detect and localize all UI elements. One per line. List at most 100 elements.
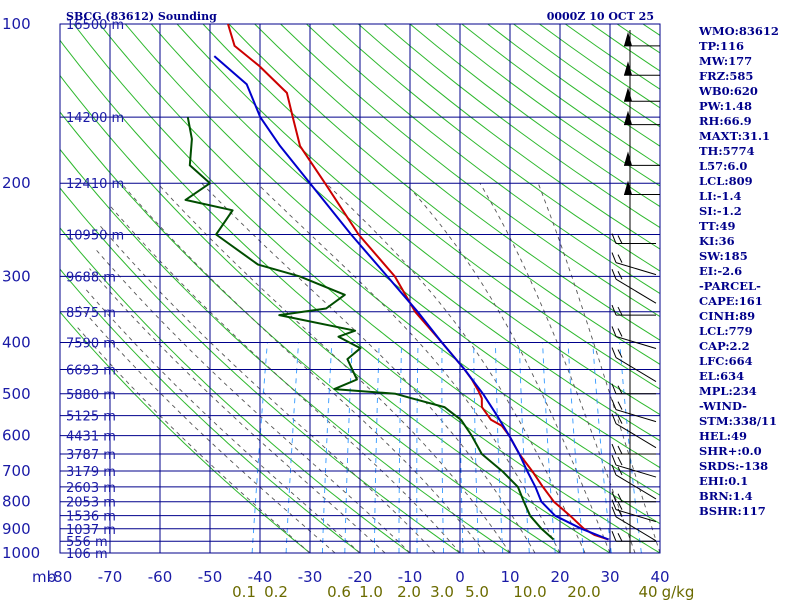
dry-adiabat	[306, 24, 660, 295]
index-value: SRDS:-138	[699, 459, 768, 473]
dry-adiabat	[590, 24, 660, 72]
station-title: SBCG (83612) Sounding	[66, 10, 217, 23]
moist-adiabat	[109, 204, 461, 553]
moist-adiabat	[537, 183, 660, 553]
height-label: 4431 m	[66, 430, 116, 445]
temperature-tick-label: 20	[550, 568, 569, 586]
wind-barb	[624, 87, 660, 102]
index-value: SW:185	[699, 249, 748, 263]
height-label: 2053 m	[66, 496, 116, 511]
index-value: FRZ:585	[699, 69, 753, 83]
temperature-tick-label: -30	[298, 568, 323, 586]
mixing-ratio-label: 3.0	[430, 583, 454, 600]
index-value: CAP:2.2	[699, 339, 750, 353]
wind-barb	[611, 413, 657, 449]
index-value: LFC:664	[699, 354, 753, 368]
adiabat-lines	[60, 24, 800, 564]
wind-barb	[611, 464, 657, 500]
dry-adiabat	[60, 268, 361, 553]
pressure-tick-label: 200	[2, 174, 31, 192]
height-label: 106 m	[66, 547, 108, 562]
wind-barb	[611, 326, 657, 349]
temperature-tick-label: 10	[500, 568, 519, 586]
pressure-tick-label: 900	[2, 520, 31, 538]
wind-barb	[624, 151, 660, 166]
wind-barb	[611, 531, 656, 542]
moist-adiabat	[157, 182, 511, 553]
mixing-ratio-label: 1.0	[359, 583, 383, 600]
dry-adiabat	[60, 227, 411, 553]
dry-adiabat	[150, 24, 660, 442]
wind-barb	[611, 506, 657, 542]
dry-adiabat	[772, 24, 800, 564]
height-label: 5125 m	[66, 410, 116, 425]
index-value: WMO:83612	[698, 24, 779, 38]
mixing-ratio-label: 2.0	[397, 583, 421, 600]
wind-barb	[624, 180, 660, 195]
index-value: MW:177	[699, 54, 752, 68]
dry-adiabat	[99, 24, 660, 496]
index-value: WB0:620	[698, 84, 758, 98]
dry-adiabat	[228, 24, 660, 365]
dry-adiabat	[60, 187, 461, 553]
index-value: -PARCEL-	[699, 279, 761, 293]
pressure-tick-label: 1000	[2, 544, 40, 562]
index-value: LI:-1.4	[699, 189, 742, 203]
wind-barb	[611, 491, 656, 503]
index-value: EI:-2.6	[699, 264, 742, 278]
index-value: KI:36	[699, 234, 735, 248]
temperature-tick-label: 30	[600, 568, 619, 586]
wind-barb	[611, 499, 657, 523]
height-label: 14200 m	[66, 111, 124, 126]
index-value: TH:5774	[699, 144, 755, 158]
pressure-tick-label: 300	[2, 267, 31, 285]
wind-barb	[611, 383, 656, 395]
mixing-ratio-line	[373, 342, 380, 553]
mixing-ratio-line	[542, 342, 556, 553]
mixing-ratio-label: 20.0	[567, 583, 600, 600]
moist-adiabat	[479, 182, 636, 553]
moist-adiabat	[256, 182, 561, 553]
index-value: BRN:1.4	[699, 489, 753, 503]
moist-adiabat	[78, 304, 336, 553]
mixing-ratio-label: 0.1	[232, 583, 256, 600]
pressure-tick-label: 600	[2, 427, 31, 445]
mixing-ratio-label: 5.0	[465, 583, 489, 600]
dry-adiabat	[124, 24, 660, 469]
mixing-ratio-label: 40	[638, 583, 657, 600]
dry-adiabat	[357, 24, 660, 250]
dry-adiabat	[73, 24, 660, 525]
dry-adiabat	[565, 24, 660, 90]
height-label: 556 m	[66, 535, 108, 550]
mixing-ratio-label: g/kg	[662, 583, 695, 600]
wind-barb	[624, 31, 660, 47]
wind-barb	[611, 233, 656, 245]
height-label: 2603 m	[66, 481, 116, 496]
wind-barb	[611, 399, 657, 423]
dry-adiabat	[202, 24, 660, 390]
index-value: SHR+:0.0	[699, 444, 762, 458]
wind-barb	[611, 304, 656, 316]
mixing-ratio-line	[518, 342, 530, 553]
mixing-ratio-line	[321, 342, 333, 553]
index-value: TP:116	[699, 39, 744, 53]
pressure-tick-label: 500	[2, 385, 31, 403]
pressure-tick-label: 800	[2, 493, 31, 511]
height-label: 6693 m	[66, 364, 116, 379]
wind-barb	[611, 454, 657, 478]
height-label: 3787 m	[66, 448, 116, 463]
index-value: MPL:234	[699, 384, 757, 398]
wind-barb	[611, 347, 657, 382]
index-value: BSHR:117	[699, 504, 766, 518]
dry-adiabat	[60, 111, 561, 553]
mixing-ratio-line	[344, 342, 353, 553]
temperature-tick-label: -40	[248, 568, 273, 586]
mixing-ratio-line	[285, 342, 300, 553]
dry-adiabat	[60, 39, 660, 553]
index-value: L57:6.0	[699, 159, 747, 173]
dewpoint-line	[184, 117, 555, 541]
index-value: RH:66.9	[699, 114, 752, 128]
moist-adiabat	[89, 268, 386, 553]
